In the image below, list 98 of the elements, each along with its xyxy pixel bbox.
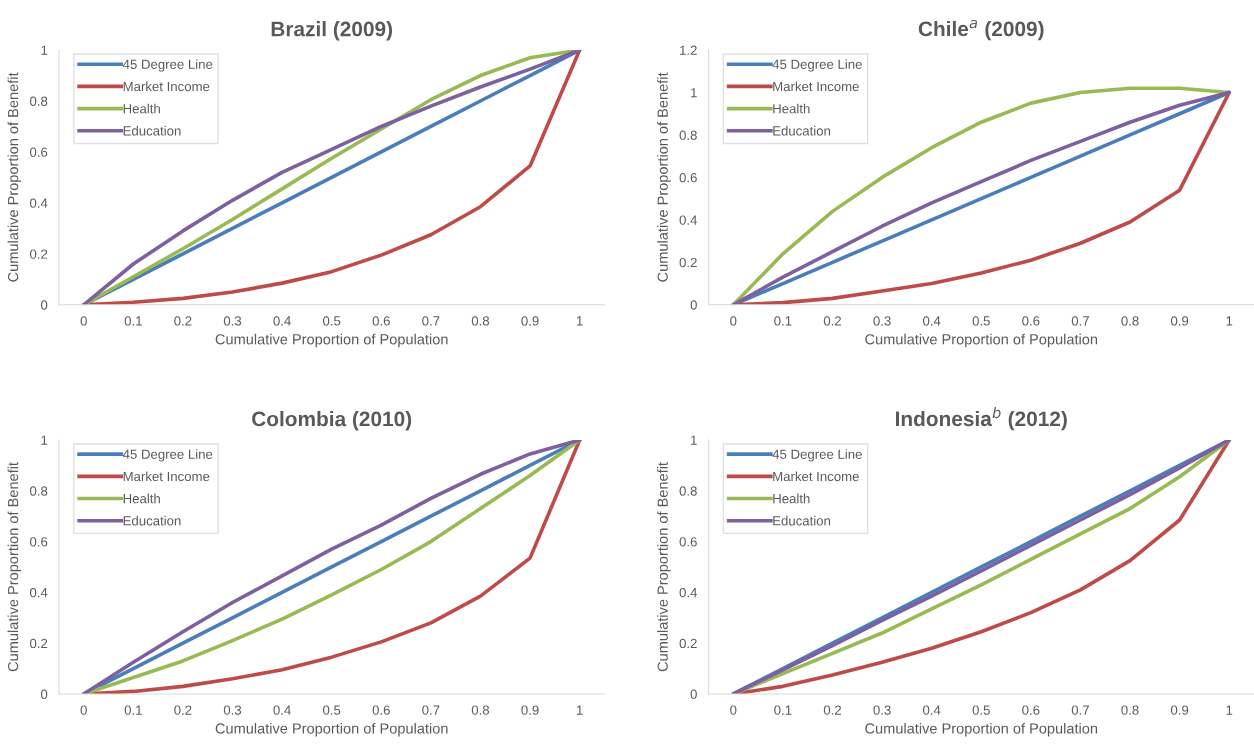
- y-tick-label: 0.4: [30, 198, 48, 208]
- x-tick-label: 1: [1226, 705, 1233, 715]
- x-tick-label: 1: [1226, 316, 1233, 326]
- y-tick-label: 1: [41, 45, 48, 55]
- x-tick-label: 0.4: [273, 316, 291, 326]
- legend-label: Health: [773, 493, 810, 504]
- legend-label: 45 Degree Line: [772, 59, 862, 72]
- y-tick-label: 0: [41, 689, 48, 699]
- x-tick-label: 0: [80, 705, 87, 715]
- y-tick-label: 0.8: [679, 130, 697, 140]
- x-tick-label: 0.9: [1170, 316, 1189, 326]
- legend-label: Education: [123, 515, 181, 526]
- x-tick-label: 0.2: [823, 316, 841, 326]
- y-tick-label: 0.6: [30, 537, 48, 547]
- x-tick-label: 0: [730, 316, 737, 326]
- x-tick-label: 0.8: [471, 316, 490, 326]
- x-tick-label: 0: [80, 316, 87, 326]
- y-axis-title: Cumulative Proportion of Benefit: [7, 462, 22, 672]
- legend-label: 45 Degree Line: [122, 59, 213, 72]
- x-tick-label: 0.6: [1022, 705, 1040, 715]
- y-tick-label: 1: [41, 435, 48, 445]
- chart-title: Brazil (2009): [271, 21, 393, 41]
- y-tick-label: 0.4: [679, 215, 698, 225]
- y-tick-label: 0.2: [30, 249, 48, 259]
- x-tick-label: 0.9: [1170, 705, 1189, 715]
- legend-label: Market Income: [123, 471, 210, 482]
- y-tick-label: 0.2: [30, 638, 48, 649]
- x-tick-label: 0.1: [124, 316, 142, 326]
- x-tick-label: 0.1: [774, 316, 792, 326]
- x-tick-label: 0.5: [972, 705, 990, 715]
- x-tick-label: 0.9: [521, 316, 539, 326]
- legend-label: 45 Degree Line: [772, 449, 862, 462]
- x-tick-label: 0.3: [873, 316, 891, 326]
- x-tick-label: 0.3: [873, 705, 891, 715]
- legend-label: Market Income: [773, 81, 859, 92]
- x-axis-title: Cumulative Proportion of Population: [215, 722, 448, 737]
- x-axis-title: Cumulative Proportion of Population: [865, 333, 1098, 348]
- x-tick-label: 0.6: [372, 705, 390, 715]
- y-tick-label: 0.6: [679, 537, 697, 547]
- x-tick-label: 0.8: [471, 705, 490, 715]
- x-tick-label: 0.9: [521, 705, 539, 715]
- x-tick-label: 0.1: [774, 705, 792, 715]
- x-axis-title: Cumulative Proportion of Population: [865, 722, 1098, 737]
- y-tick-label: 0.2: [679, 257, 697, 268]
- chart-title: Indonesia$^{b}$ (2012): [895, 406, 1067, 431]
- y-tick-label: 1: [691, 88, 697, 98]
- x-tick-label: 0.7: [422, 316, 440, 326]
- legend-label: Education: [123, 125, 181, 136]
- legend-label: Market Income: [773, 471, 859, 482]
- y-tick-label: 0: [690, 300, 697, 310]
- x-tick-label: 0.5: [323, 316, 341, 326]
- y-tick-label: 0: [41, 300, 48, 310]
- legend-label: Market Income: [123, 81, 210, 92]
- chart-title: Colombia (2010): [252, 411, 412, 431]
- y-tick-label: 0.8: [30, 486, 48, 496]
- x-tick-label: 0.3: [223, 316, 242, 326]
- x-tick-label: 0.1: [124, 705, 142, 715]
- x-tick-label: 0.5: [972, 316, 990, 326]
- x-tick-label: 1: [576, 705, 583, 715]
- legend-label: Health: [123, 103, 160, 114]
- x-tick-label: 0.6: [1022, 316, 1040, 326]
- y-tick-label: 1.2: [680, 45, 697, 55]
- x-tick-label: 0.3: [223, 705, 242, 715]
- x-tick-label: 0: [730, 705, 737, 715]
- x-tick-label: 0.4: [923, 705, 941, 715]
- x-axis-title: Cumulative Proportion of Population: [215, 333, 448, 348]
- legend-label: Health: [123, 493, 160, 504]
- x-tick-label: 0.7: [1071, 705, 1089, 715]
- y-tick-label: 0: [690, 689, 697, 699]
- legend-label: Health: [773, 103, 810, 114]
- y-tick-label: 0.8: [679, 486, 697, 496]
- legend-label: Education: [773, 125, 831, 136]
- y-tick-label: 0.6: [30, 147, 48, 157]
- y-tick-label: 1: [691, 435, 697, 445]
- x-tick-label: 0.8: [1121, 316, 1139, 326]
- y-tick-label: 0.2: [679, 638, 697, 649]
- x-tick-label: 0.7: [1071, 316, 1089, 326]
- y-tick-label: 0.8: [30, 96, 48, 106]
- x-tick-label: 0.2: [174, 316, 192, 326]
- x-tick-label: 1: [576, 316, 583, 326]
- x-tick-label: 0.4: [273, 705, 291, 715]
- y-tick-label: 0.4: [30, 587, 48, 598]
- y-axis-title: Cumulative Proportion of Benefit: [657, 72, 671, 282]
- chart-title: Chile$^{a}$ (2009): [918, 19, 1044, 41]
- x-tick-label: 0.8: [1121, 705, 1139, 715]
- y-axis-title: Cumulative Proportion of Benefit: [7, 72, 22, 282]
- y-tick-label: 0.4: [679, 587, 698, 598]
- x-tick-label: 0.2: [823, 705, 841, 715]
- x-tick-label: 0.6: [372, 316, 390, 326]
- y-axis-title: Cumulative Proportion of Benefit: [657, 462, 671, 672]
- x-tick-label: 0.5: [323, 705, 341, 715]
- y-tick-label: 0.6: [679, 172, 697, 183]
- x-tick-label: 0.2: [174, 705, 192, 715]
- line-series: [81, 439, 582, 694]
- x-tick-label: 0.4: [923, 316, 941, 326]
- legend-label: Education: [773, 515, 831, 526]
- x-tick-label: 0.7: [422, 705, 440, 715]
- legend-label: 45 Degree Line: [122, 449, 213, 462]
